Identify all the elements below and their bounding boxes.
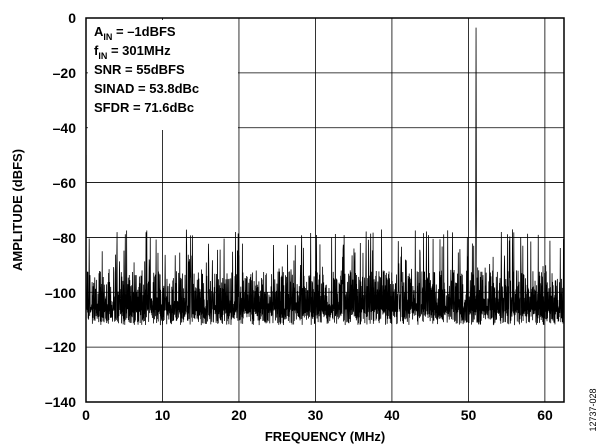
x-tick-0: 0 (82, 407, 90, 423)
x-tick-4: 40 (384, 407, 400, 423)
y-tick-labels: 0 –20 –40 –60 –80 –100 –120 –140 (45, 10, 76, 410)
y-tick-0: 0 (68, 10, 76, 26)
annotation-snr: SNR = 55dBFS (94, 62, 185, 77)
x-tick-6: 60 (537, 407, 553, 423)
y-tick-5: –100 (45, 285, 76, 301)
y-tick-2: –40 (53, 120, 77, 136)
annotation-ain-sub: IN (103, 32, 112, 42)
annotation-box: AIN = –1dBFS fIN = 301MHz SNR = 55dBFS S… (88, 20, 238, 130)
figure-code: 12737-028 (588, 388, 598, 431)
annotation-sfdr: SFDR = 71.6dBc (94, 100, 194, 115)
annotation-sinad: SINAD = 53.8dBc (94, 81, 199, 96)
annotation-fin-sub: IN (98, 51, 107, 61)
x-tick-3: 30 (308, 407, 324, 423)
y-tick-6: –120 (45, 339, 76, 355)
annotation-ain-rest: = –1dBFS (112, 24, 176, 39)
y-tick-4: –80 (53, 230, 77, 246)
x-axis-title: FREQUENCY (MHz) (265, 429, 385, 444)
x-tick-2: 20 (231, 407, 247, 423)
y-tick-1: –20 (53, 65, 77, 81)
x-tick-5: 50 (461, 407, 477, 423)
y-axis-title: AMPLITUDE (dBFS) (10, 149, 25, 271)
y-tick-3: –60 (53, 175, 77, 191)
x-tick-1: 10 (155, 407, 171, 423)
x-tick-labels: 0 10 20 30 40 50 60 (82, 407, 553, 423)
y-tick-7: –140 (45, 394, 76, 410)
annotation-fin-rest: = 301MHz (107, 43, 171, 58)
